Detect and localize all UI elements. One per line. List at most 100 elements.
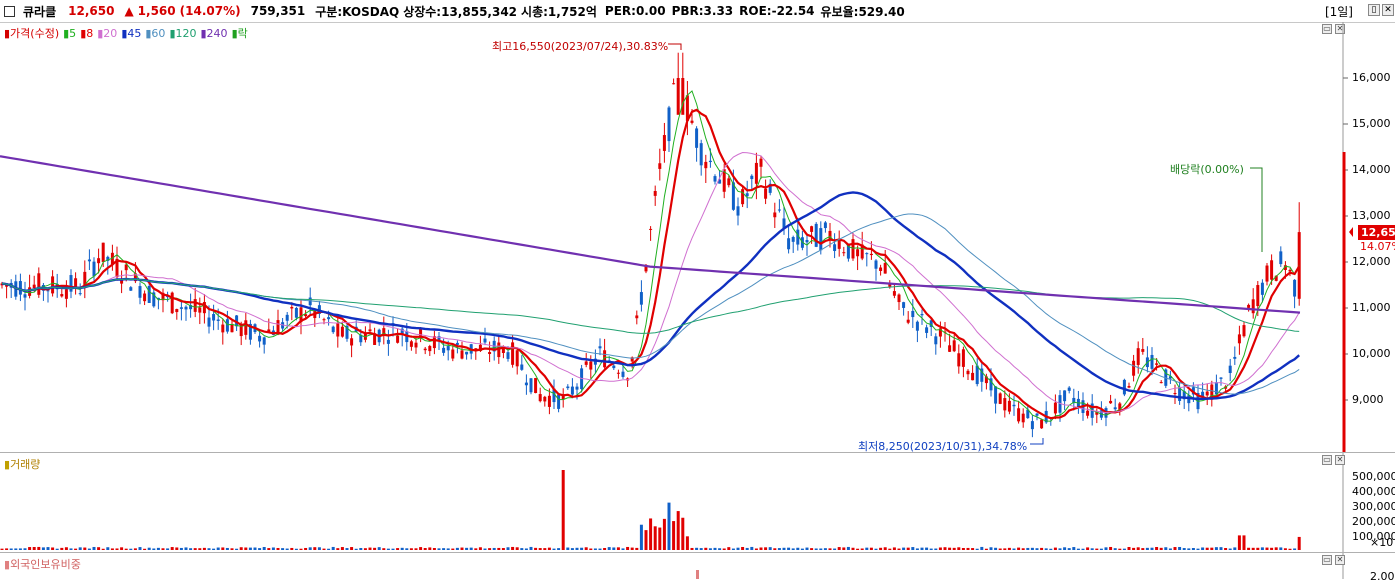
panel-divider-2 bbox=[0, 552, 1395, 553]
candle-body bbox=[221, 324, 225, 333]
foreign-minimize-button[interactable]: ▭ bbox=[1322, 555, 1332, 565]
candle-body bbox=[239, 324, 243, 337]
candle-body bbox=[966, 370, 970, 375]
volume-bar bbox=[538, 548, 542, 550]
candle-body bbox=[874, 260, 878, 269]
candle-body bbox=[695, 128, 699, 148]
volume-bar bbox=[396, 548, 400, 550]
candle-body bbox=[1095, 412, 1099, 415]
candle-body bbox=[837, 240, 841, 249]
legend-item[interactable]: ▮5 bbox=[63, 27, 77, 40]
volume-bar bbox=[557, 548, 561, 550]
candle-body bbox=[1270, 260, 1274, 280]
candle-body bbox=[1196, 392, 1200, 410]
volume-bar bbox=[552, 548, 556, 550]
volume-bar bbox=[64, 547, 68, 550]
legend-item[interactable]: ▮20 bbox=[97, 27, 118, 40]
market-cap: 시총:1,752억 bbox=[521, 4, 597, 19]
candle-body bbox=[1007, 400, 1011, 412]
candle-body bbox=[1191, 387, 1195, 395]
volume-bar bbox=[1127, 547, 1131, 550]
candle-body bbox=[87, 259, 91, 262]
legend-item[interactable]: ▮가격(수정) bbox=[4, 27, 60, 40]
volume-bar bbox=[175, 547, 179, 550]
current-pct-tag: 14.07% bbox=[1360, 240, 1395, 253]
candle-body bbox=[1040, 419, 1044, 429]
legend-item[interactable]: ▮120 bbox=[169, 27, 197, 40]
candle-body bbox=[1132, 360, 1136, 376]
volume-bar bbox=[253, 547, 257, 550]
volume-bar bbox=[626, 546, 630, 550]
candle-body bbox=[676, 78, 680, 115]
volume-bar bbox=[386, 548, 390, 550]
candle-body bbox=[55, 283, 59, 290]
low-price-annotation: 최저8,250(2023/10/31),34.78% bbox=[858, 440, 1028, 453]
volume-bar bbox=[708, 548, 712, 550]
candle-body bbox=[1201, 391, 1205, 398]
volume-bar bbox=[961, 547, 965, 550]
candle-body bbox=[534, 378, 538, 394]
candle-body bbox=[520, 364, 524, 370]
candle-body bbox=[1159, 382, 1163, 384]
volume-bar bbox=[55, 548, 59, 550]
volume-bar bbox=[819, 548, 823, 550]
volume-bar bbox=[143, 548, 147, 550]
volume-bar bbox=[51, 547, 55, 550]
volume-bar bbox=[60, 547, 64, 550]
candle-body bbox=[1283, 265, 1287, 270]
legend-item[interactable]: ▮락 bbox=[231, 27, 248, 40]
candle-body bbox=[428, 346, 432, 352]
candle-body bbox=[879, 267, 883, 272]
volume-bar bbox=[14, 548, 18, 550]
foreign-close-icon[interactable]: ✕ bbox=[1335, 555, 1345, 565]
volume-bar bbox=[92, 546, 96, 550]
candle-body bbox=[566, 386, 570, 389]
split-view-button[interactable]: ▯ bbox=[1368, 4, 1380, 16]
select-checkbox[interactable] bbox=[4, 5, 15, 17]
candle-body bbox=[377, 329, 381, 343]
volume-bar bbox=[248, 547, 252, 550]
volume-bar bbox=[1099, 548, 1103, 550]
volume-bar bbox=[1081, 548, 1085, 550]
volume-bar bbox=[506, 547, 510, 550]
volume-bar bbox=[750, 546, 754, 550]
volume-close-icon[interactable]: ✕ bbox=[1335, 455, 1345, 465]
candle-body bbox=[1187, 395, 1191, 404]
period-selector[interactable]: [1일] bbox=[1324, 5, 1353, 19]
volume-bar bbox=[294, 548, 298, 550]
candle-body bbox=[782, 218, 786, 229]
roe-value: ROE:-22.54 bbox=[739, 4, 815, 18]
candle-body bbox=[1003, 398, 1007, 411]
candle-body bbox=[515, 350, 519, 367]
candle-body bbox=[400, 328, 404, 335]
volume-bar bbox=[28, 547, 32, 550]
volume-bar bbox=[741, 546, 745, 550]
candle-body bbox=[943, 331, 947, 333]
volume-bar bbox=[612, 547, 616, 550]
candle-body bbox=[957, 353, 961, 367]
legend-item[interactable]: ▮8 bbox=[80, 27, 94, 40]
volume-bar bbox=[97, 547, 101, 550]
candle-body bbox=[225, 319, 229, 332]
volume-legend: ▮거래량 bbox=[4, 458, 41, 471]
panel-minimize-button[interactable]: ▭ bbox=[1322, 24, 1332, 34]
candle-body bbox=[488, 352, 492, 355]
volume-bar bbox=[193, 548, 197, 550]
candle-body bbox=[1210, 384, 1214, 400]
close-icon[interactable]: ✕ bbox=[1382, 4, 1394, 16]
legend-item[interactable]: ▮60 bbox=[145, 27, 166, 40]
volume-bar bbox=[46, 547, 50, 550]
candle-body bbox=[350, 338, 354, 346]
candle-body bbox=[120, 280, 124, 284]
candle-body bbox=[718, 179, 722, 184]
candle-body bbox=[340, 326, 344, 337]
legend-item[interactable]: ▮45 bbox=[121, 27, 142, 40]
volume-minimize-button[interactable]: ▭ bbox=[1322, 455, 1332, 465]
legend-item[interactable]: ▮240 bbox=[200, 27, 228, 40]
volume-bar bbox=[405, 548, 409, 550]
volume-bar bbox=[892, 547, 896, 550]
panel-close-icon[interactable]: ✕ bbox=[1335, 24, 1345, 34]
volume-bar bbox=[1040, 547, 1044, 550]
candle-body bbox=[787, 238, 791, 250]
volume-bar bbox=[492, 547, 496, 550]
